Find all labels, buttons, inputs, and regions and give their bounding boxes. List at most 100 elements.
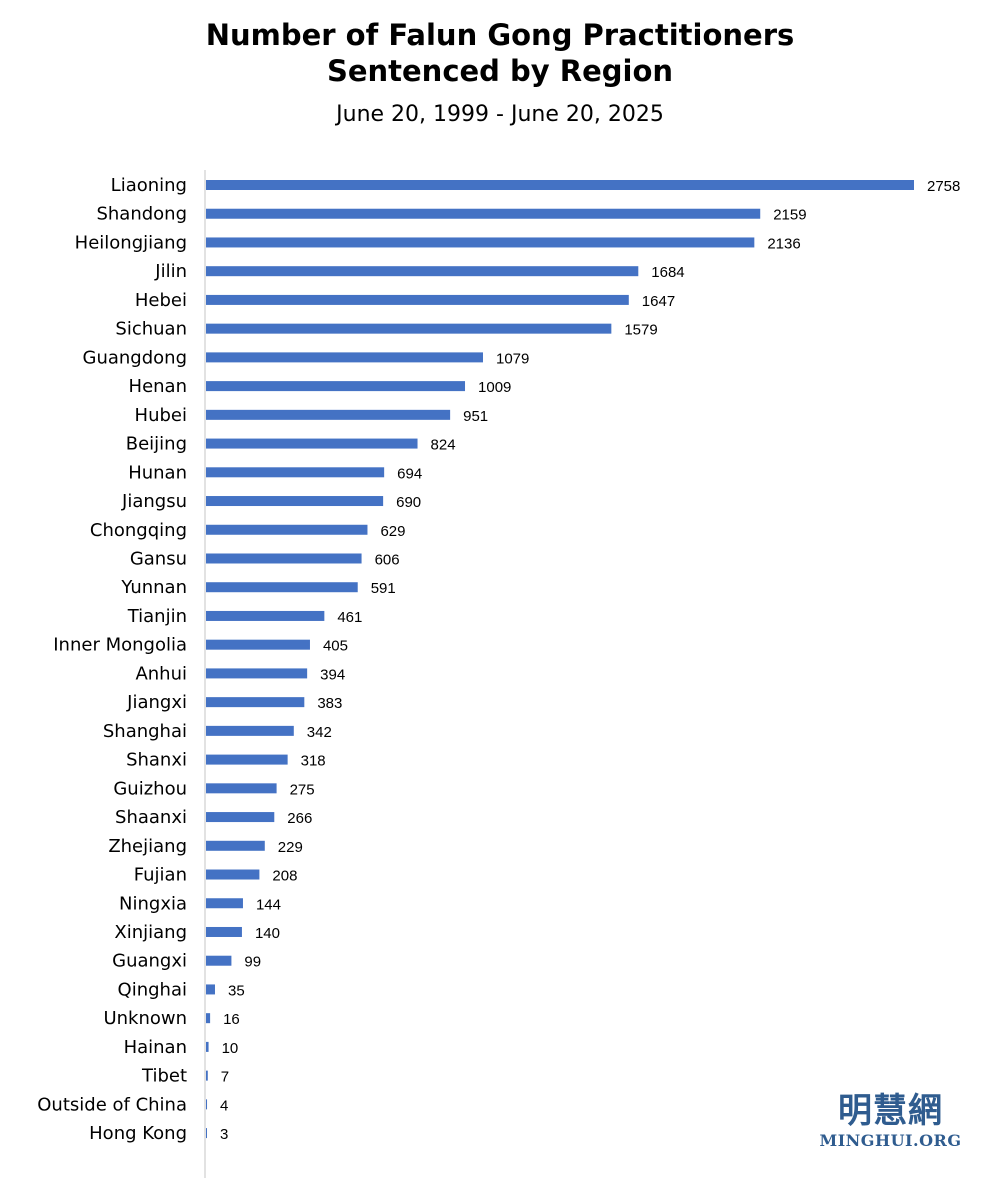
bar-value-label: 275	[290, 781, 315, 798]
bar	[206, 352, 483, 363]
bar-value-label: 394	[320, 666, 345, 683]
category-label: Tianjin	[127, 606, 187, 627]
bar-value-label: 140	[255, 925, 280, 942]
bar	[206, 1128, 207, 1139]
bar	[206, 1070, 208, 1081]
chart-title-line-2: Sentenced by Region	[326, 54, 674, 88]
category-label: Zhejiang	[108, 836, 187, 857]
bar	[206, 610, 325, 621]
category-label: Shanghai	[103, 721, 187, 742]
bar-value-label: 1579	[624, 322, 657, 339]
bar-value-label: 405	[323, 638, 348, 655]
bar-value-label: 1009	[478, 379, 511, 396]
category-label: Xinjiang	[114, 922, 187, 943]
bar	[206, 438, 418, 449]
bar-value-label: 461	[337, 609, 362, 626]
category-label: Fujian	[134, 865, 187, 886]
category-label: Shanxi	[126, 750, 187, 771]
category-label: Hubei	[135, 405, 187, 426]
bar	[206, 582, 358, 593]
minghui-logo-english: MINGHUI.ORG	[819, 1131, 962, 1150]
bar	[206, 984, 215, 995]
bar-value-label: 208	[272, 868, 297, 885]
category-label: Jiangxi	[126, 692, 187, 713]
category-label: Tibet	[141, 1066, 187, 1087]
bar-value-label: 690	[396, 494, 421, 511]
bar-value-label: 2159	[773, 207, 806, 224]
category-label: Gansu	[130, 548, 187, 569]
bar-value-label: 342	[307, 724, 332, 741]
bar-value-label: 144	[256, 896, 281, 913]
category-label: Inner Mongolia	[53, 635, 187, 656]
category-label: Anhui	[135, 663, 187, 684]
category-label: Shandong	[96, 204, 187, 225]
bar-value-label: 10	[222, 1040, 239, 1057]
bar-value-label: 1684	[651, 264, 684, 281]
bar	[206, 496, 384, 507]
bar	[206, 323, 612, 334]
bar-value-label: 99	[244, 954, 261, 971]
category-label: Hunan	[128, 462, 187, 483]
bar	[206, 783, 277, 794]
category-label: Yunnan	[120, 577, 187, 598]
category-label: Hong Kong	[89, 1123, 187, 1144]
category-label: Liaoning	[111, 175, 187, 196]
chart-subtitle: June 20, 1999 - June 20, 2025	[336, 102, 664, 127]
category-label: Henan	[129, 376, 187, 397]
bar	[206, 1041, 209, 1052]
category-label: Qinghai	[118, 979, 187, 1000]
category-label: Guangxi	[112, 951, 187, 972]
bar-value-label: 3	[220, 1126, 228, 1143]
bar	[206, 409, 451, 420]
bar-value-label: 4	[220, 1097, 228, 1114]
bar-value-label: 629	[380, 523, 405, 540]
bar-value-label: 383	[317, 695, 342, 712]
bar-value-label: 7	[221, 1069, 229, 1086]
category-label: Shaanxi	[115, 807, 187, 828]
category-label: Hebei	[135, 290, 187, 311]
bar	[206, 1013, 211, 1024]
bar	[206, 294, 629, 305]
bar	[206, 1099, 208, 1110]
bar	[206, 553, 362, 564]
category-label: Heilongjiang	[75, 232, 187, 253]
bar	[206, 898, 243, 909]
bar	[206, 754, 288, 765]
bar	[206, 381, 466, 392]
bar-value-label: 1079	[496, 350, 529, 367]
bar	[206, 812, 275, 823]
minghui-logo-chinese: 明慧網	[838, 1091, 943, 1131]
bar	[206, 639, 310, 650]
bar	[206, 955, 232, 966]
bar	[206, 926, 242, 937]
category-label: Unknown	[103, 1008, 187, 1029]
bar	[206, 668, 308, 679]
bar	[206, 237, 755, 248]
bar-value-label: 266	[287, 810, 312, 827]
minghui-logo: 明慧網 MINGHUI.ORG	[818, 1092, 963, 1152]
bar-value-label: 35	[228, 982, 245, 999]
bar	[206, 208, 761, 219]
bar-value-label: 951	[463, 408, 488, 425]
bar	[206, 697, 305, 708]
bar-value-label: 606	[375, 551, 400, 568]
bar-value-label: 824	[431, 437, 456, 454]
bar	[206, 869, 260, 880]
bar-value-label: 591	[371, 580, 396, 597]
category-label: Jilin	[154, 261, 187, 282]
bar	[206, 524, 368, 535]
bar-value-label: 318	[301, 753, 326, 770]
category-label: Ningxia	[119, 893, 187, 914]
bar-value-label: 2136	[767, 235, 800, 252]
category-label: Beijing	[126, 434, 187, 455]
category-label: Chongqing	[90, 520, 187, 541]
category-label: Jiangsu	[121, 491, 187, 512]
chart-title-line-1: Number of Falun Gong Practitioners	[205, 18, 795, 52]
bar-value-label: 229	[278, 839, 303, 856]
category-label: Sichuan	[115, 319, 187, 340]
bar	[206, 467, 385, 478]
bar	[206, 725, 294, 736]
bar-value-label: 16	[223, 1011, 240, 1028]
category-label: Guizhou	[113, 778, 187, 799]
category-label: Outside of China	[37, 1094, 187, 1115]
